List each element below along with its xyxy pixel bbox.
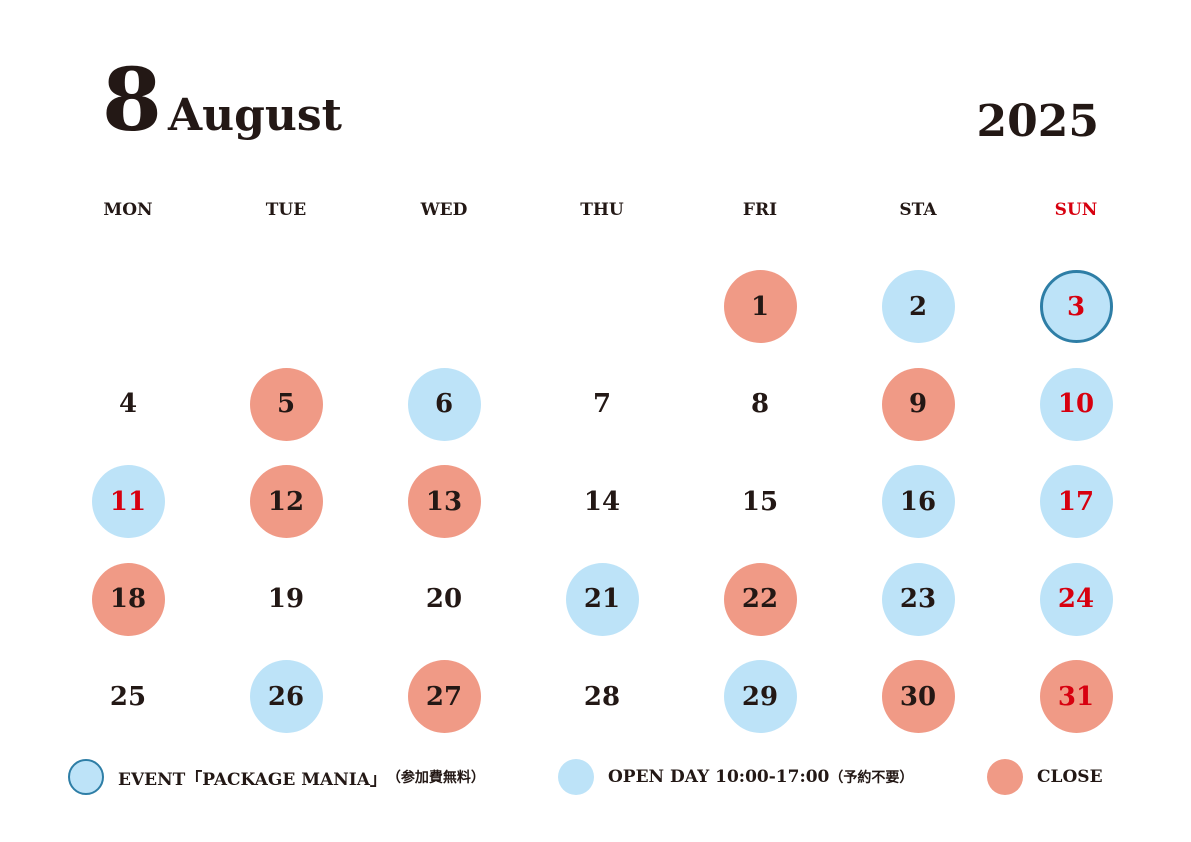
day-cell: 24 xyxy=(997,551,1155,649)
empty-cell xyxy=(523,258,681,356)
day-cell: 27 xyxy=(365,648,523,746)
close-circle-icon xyxy=(987,759,1023,795)
day-cell: 29 xyxy=(681,648,839,746)
weekday-sun: SUN xyxy=(1054,200,1098,220)
legend-event-label: EVENT「PACKAGE MANIA」 xyxy=(118,769,387,790)
legend-event-note: （参加費無料） xyxy=(386,770,485,786)
day-8: 8 xyxy=(750,389,770,420)
day-6: 6 xyxy=(407,367,481,441)
day-cell: 5 xyxy=(207,356,365,454)
day-23: 23 xyxy=(881,562,955,636)
legend-open-note: （予約不要） xyxy=(829,770,914,786)
day-30: 30 xyxy=(881,660,955,734)
day-cell: 6 xyxy=(365,356,523,454)
day-cell: 26 xyxy=(207,648,365,746)
day-cell: 21 xyxy=(523,551,681,649)
weekday-sat: STA xyxy=(899,200,937,220)
weekday-mon: MON xyxy=(103,200,153,220)
legend-open: OPEN DAY 10:00-17:00 （予約不要） xyxy=(558,758,913,796)
weekday-thu: THU xyxy=(580,200,624,220)
day-cell: 2 xyxy=(839,258,997,356)
day-cell: 3 xyxy=(997,258,1155,356)
day-10: 10 xyxy=(1039,367,1113,441)
day-cell: 7 xyxy=(523,356,681,454)
day-1: 1 xyxy=(723,270,797,344)
day-5: 5 xyxy=(249,367,323,441)
weekday-header: MON TUE WED THU FRI STA SUN xyxy=(49,198,1155,222)
day-16: 16 xyxy=(881,465,955,539)
day-3: 3 xyxy=(1039,270,1113,344)
day-31: 31 xyxy=(1039,660,1113,734)
day-18: 18 xyxy=(91,562,165,636)
day-cell: 11 xyxy=(49,453,207,551)
day-cell: 10 xyxy=(997,356,1155,454)
empty-cell xyxy=(365,258,523,356)
day-22: 22 xyxy=(723,562,797,636)
day-cell: 31 xyxy=(997,648,1155,746)
day-25: 25 xyxy=(109,681,147,712)
empty-cell xyxy=(207,258,365,356)
day-cell: 19 xyxy=(207,551,365,649)
day-cell: 14 xyxy=(523,453,681,551)
day-11: 11 xyxy=(91,465,165,539)
day-21: 21 xyxy=(565,562,639,636)
day-26: 26 xyxy=(249,660,323,734)
day-cell: 20 xyxy=(365,551,523,649)
weekday-tue: TUE xyxy=(265,200,307,220)
day-cell: 9 xyxy=(839,356,997,454)
weekday-fri: FRI xyxy=(742,200,778,220)
day-cell: 15 xyxy=(681,453,839,551)
day-12: 12 xyxy=(249,465,323,539)
weekday-wed: WED xyxy=(420,200,468,220)
day-cell: 28 xyxy=(523,648,681,746)
legend-event: EVENT「PACKAGE MANIA」 （参加費無料） xyxy=(68,758,485,796)
day-cell: 30 xyxy=(839,648,997,746)
day-4: 4 xyxy=(118,389,138,420)
day-19: 19 xyxy=(267,584,305,615)
day-cell: 13 xyxy=(365,453,523,551)
calendar-grid: 1 2 3 4 5 6 7 8 9 10 11 12 13 14 15 16 17 18 19 20 21 22 23 24 2… xyxy=(49,258,1155,746)
day-15: 15 xyxy=(741,486,779,517)
day-cell: 1 xyxy=(681,258,839,356)
day-cell: 23 xyxy=(839,551,997,649)
legend: EVENT「PACKAGE MANIA」 （参加費無料） OPEN DAY 10… xyxy=(68,758,1128,796)
legend-close: CLOSE xyxy=(987,758,1103,796)
month-number: 8 xyxy=(102,50,162,151)
day-29: 29 xyxy=(723,660,797,734)
open-circle-icon xyxy=(558,759,594,795)
month-name: August xyxy=(168,90,342,141)
event-circle-icon xyxy=(68,759,104,795)
day-24: 24 xyxy=(1039,562,1113,636)
day-7: 7 xyxy=(592,389,612,420)
day-cell: 22 xyxy=(681,551,839,649)
day-cell: 12 xyxy=(207,453,365,551)
day-28: 28 xyxy=(583,681,621,712)
empty-cell xyxy=(49,258,207,356)
day-cell: 8 xyxy=(681,356,839,454)
day-13: 13 xyxy=(407,465,481,539)
day-17: 17 xyxy=(1039,465,1113,539)
day-cell: 18 xyxy=(49,551,207,649)
day-27: 27 xyxy=(407,660,481,734)
day-cell: 16 xyxy=(839,453,997,551)
year: 2025 xyxy=(976,96,1099,147)
day-cell: 4 xyxy=(49,356,207,454)
day-20: 20 xyxy=(425,584,463,615)
day-14: 14 xyxy=(583,486,621,517)
legend-open-label: OPEN DAY 10:00-17:00 xyxy=(608,767,830,787)
day-2: 2 xyxy=(881,270,955,344)
legend-close-label: CLOSE xyxy=(1037,767,1103,787)
day-9: 9 xyxy=(881,367,955,441)
day-cell: 17 xyxy=(997,453,1155,551)
day-cell: 25 xyxy=(49,648,207,746)
